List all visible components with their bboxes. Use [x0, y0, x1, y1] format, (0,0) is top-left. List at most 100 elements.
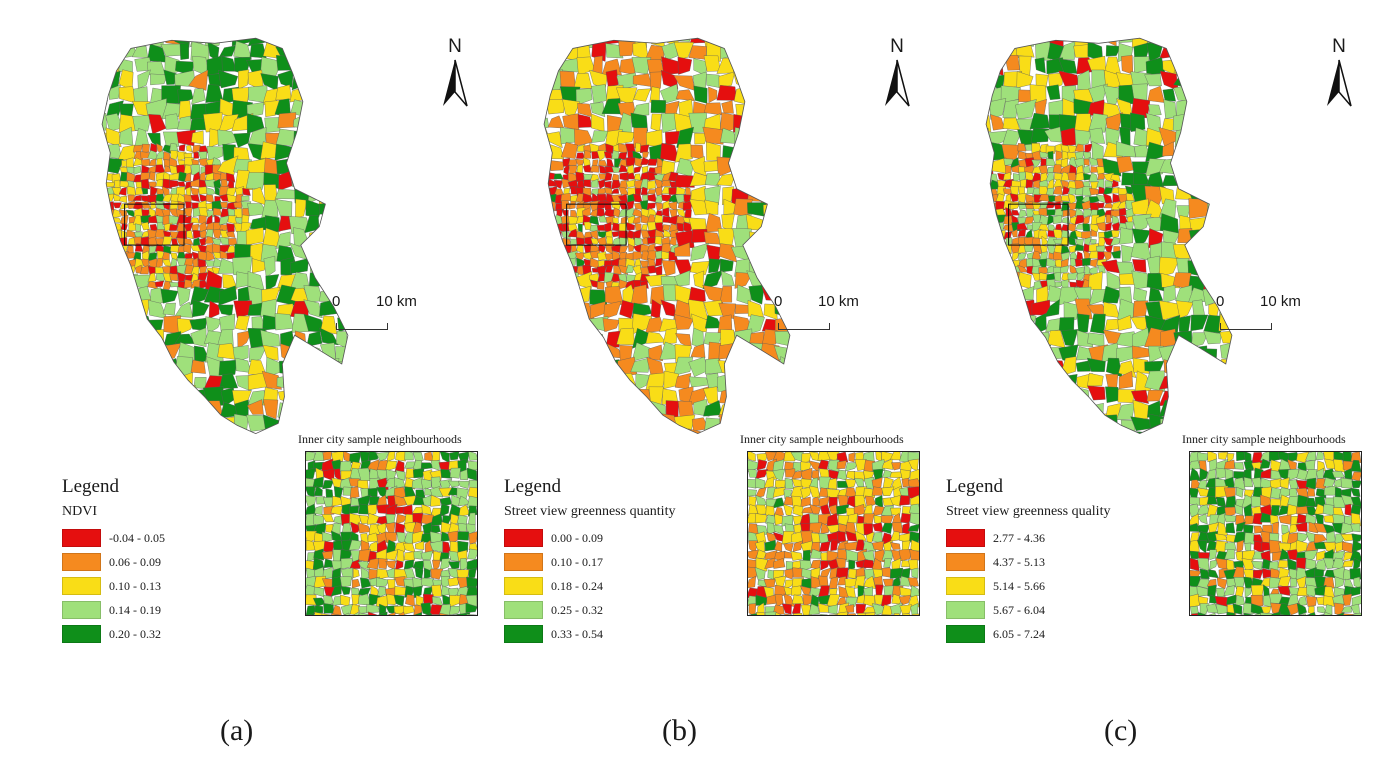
neighbourhood-polygon: [1203, 184, 1222, 205]
neighbourhood-polygon: [1219, 116, 1232, 129]
neighbourhood-polygon: [394, 541, 406, 553]
legend-label: 5.67 - 6.04: [993, 602, 1045, 617]
neighbourhood-polygon: [793, 144, 810, 160]
neighbourhood-polygon: [192, 413, 209, 433]
choropleth-map-b: [522, 30, 812, 450]
neighbourhood-polygon: [332, 230, 348, 247]
legend-row: 0.18 - 0.24: [504, 574, 724, 598]
neighbourhood-polygon: [346, 246, 348, 261]
neighbourhood-polygon: [560, 330, 578, 350]
neighbourhood-polygon: [1351, 471, 1361, 482]
neighbourhood-polygon: [791, 117, 804, 131]
neighbourhood-polygon: [573, 433, 593, 434]
neighbourhood-polygon: [544, 372, 550, 391]
neighbourhood-polygon: [630, 357, 651, 373]
neighbourhood-polygon: [619, 373, 638, 392]
neighbourhood-polygon: [1162, 88, 1176, 102]
neighbourhood-polygon: [102, 184, 108, 206]
neighbourhood-polygon: [193, 377, 207, 389]
neighbourhood-polygon: [126, 229, 136, 238]
neighbourhood-polygon: [1045, 201, 1056, 209]
neighbourhood-polygon: [1202, 99, 1222, 120]
neighbourhood-polygon: [644, 274, 667, 287]
neighbourhood-polygon: [163, 387, 182, 406]
neighbourhood-polygon: [219, 201, 228, 209]
neighbourhood-polygon: [890, 602, 903, 615]
neighbourhood-polygon: [748, 612, 758, 615]
neighbourhood-polygon: [232, 345, 249, 363]
neighbourhood-polygon: [589, 417, 605, 434]
neighbourhood-polygon: [1224, 548, 1235, 560]
neighbourhood-polygon: [183, 279, 193, 289]
neighbourhood-polygon: [611, 230, 621, 238]
neighbourhood-polygon: [141, 164, 150, 174]
neighbourhood-polygon: [1226, 594, 1237, 605]
neighbourhood-polygon: [784, 579, 796, 590]
neighbourhood-polygon: [818, 459, 829, 471]
neighbourhood-polygon: [547, 115, 565, 129]
neighbourhood-polygon: [745, 38, 767, 47]
neighbourhood-polygon: [846, 470, 856, 480]
neighbourhood-polygon: [127, 180, 135, 189]
neighbourhood-polygon: [576, 244, 584, 254]
neighbourhood-polygon: [331, 613, 341, 615]
neighbourhood-polygon: [607, 371, 622, 393]
neighbourhood-polygon: [544, 414, 550, 434]
neighbourhood-polygon: [1160, 328, 1177, 348]
neighbourhood-polygon: [553, 173, 564, 180]
neighbourhood-polygon: [169, 179, 179, 188]
neighbourhood-polygon: [351, 257, 366, 276]
neighbourhood-polygon: [646, 416, 664, 434]
neighbourhood-polygon: [106, 415, 121, 434]
neighbourhood-polygon: [403, 542, 416, 553]
inset-canvas: [748, 452, 919, 615]
neighbourhood-polygon: [177, 245, 186, 254]
neighbourhood-polygon: [174, 301, 194, 318]
neighbourhood-polygon: [719, 38, 738, 43]
neighbourhood-polygon: [748, 575, 757, 589]
neighbourhood-polygon: [1043, 298, 1060, 318]
neighbourhood-polygon: [719, 258, 734, 273]
neighbourhood-polygon: [264, 100, 282, 117]
neighbourhood-polygon: [544, 287, 551, 305]
neighbourhood-polygon: [1058, 430, 1080, 434]
neighbourhood-polygon: [1130, 112, 1146, 132]
neighbourhood-polygon: [394, 460, 405, 473]
neighbourhood-polygon: [178, 144, 186, 152]
neighbourhood-polygon: [871, 459, 885, 473]
neighbourhood-polygon: [1197, 612, 1208, 615]
neighbourhood-polygon: [646, 428, 667, 434]
neighbourhood-polygon: [562, 360, 581, 378]
north-arrow: N: [435, 36, 475, 112]
neighbourhood-polygon: [1102, 285, 1121, 304]
inset-title: Inner city sample neighbourhoods: [1182, 432, 1346, 446]
neighbourhood-polygon: [910, 602, 919, 615]
neighbourhood-polygon: [102, 401, 109, 417]
neighbourhood-polygon: [1236, 61, 1248, 75]
neighbourhood-polygon: [1323, 595, 1335, 607]
neighbourhood-polygon: [1177, 419, 1193, 433]
neighbourhood-polygon: [295, 198, 308, 219]
neighbourhood-polygon: [776, 198, 790, 221]
neighbourhood-polygon: [759, 126, 776, 149]
neighbourhood-polygon: [995, 200, 1006, 211]
neighbourhood-polygon: [791, 342, 807, 359]
neighbourhood-polygon: [1230, 158, 1232, 177]
inset-map-c: [1189, 451, 1362, 616]
neighbourhood-polygon: [627, 243, 635, 252]
neighbourhood-polygon: [1300, 613, 1307, 615]
neighbourhood-polygon: [649, 71, 662, 91]
neighbourhood-polygon: [986, 71, 992, 87]
neighbourhood-polygon: [582, 157, 591, 168]
neighbourhood-polygon: [748, 452, 756, 462]
neighbourhood-polygon: [233, 132, 251, 148]
neighbourhood-polygon: [574, 317, 589, 334]
neighbourhood-polygon: [544, 318, 546, 332]
neighbourhood-polygon: [605, 265, 614, 273]
neighbourhood-polygon: [332, 360, 348, 374]
neighbourhood-polygon: [986, 284, 994, 304]
neighbourhood-polygon: [1011, 251, 1020, 262]
neighbourhood-polygon: [558, 374, 579, 389]
neighbourhood-polygon: [1173, 360, 1195, 378]
neighbourhood-polygon: [562, 270, 579, 292]
